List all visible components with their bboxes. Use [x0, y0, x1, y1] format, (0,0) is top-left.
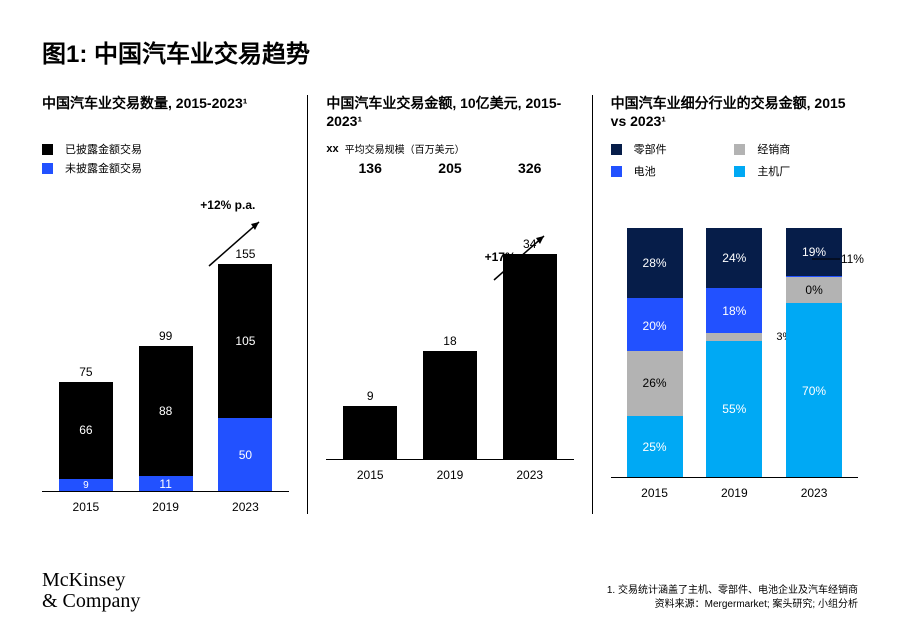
mckinsey-logo: McKinsey & Company — [42, 570, 140, 612]
x-label: 2015 — [628, 486, 682, 500]
panel-deal-value: 中国汽车业交易金额, 10亿美元, 2015-2023¹ xx 平均交易规模（百… — [307, 95, 591, 514]
x-label: 2019 — [139, 500, 193, 514]
xx-marker: xx — [326, 143, 338, 155]
stacked-bar: 28%20%26%25% — [627, 228, 683, 478]
legend-item: 主机厂 — [734, 163, 858, 179]
panel2-chart: 136205326 +17% p.a. 91834 201520192023 — [326, 160, 573, 482]
panel-deal-count: 中国汽车业交易数量, 2015-2023¹ 已披露金额交易未披露金额交易 +12… — [42, 95, 307, 514]
x-label: 2023 — [218, 500, 272, 514]
panel2-title: 中国汽车业交易金额, 10亿美元, 2015-2023¹ — [326, 95, 573, 131]
bar-col: 75966 — [59, 365, 113, 492]
stacked-bar: 24%18%3%55% — [706, 228, 762, 478]
x-label: 2019 — [707, 486, 761, 500]
stacked-bar: 19%0%70% — [786, 228, 842, 478]
x-label: 2023 — [787, 486, 841, 500]
bar-col: 9 — [343, 389, 397, 460]
avg-value: 205 — [423, 160, 477, 176]
avg-value: 326 — [503, 160, 557, 176]
panel1-legend: 已披露金额交易未披露金额交易 — [42, 141, 289, 176]
footnote-1: 1. 交易统计涵盖了主机、零部件、电池企业及汽车经销商 — [607, 584, 858, 598]
source-line: 资料来源：Mergermarket; 案头研究; 小组分析 — [607, 598, 858, 612]
legend-item: 经销商 — [734, 141, 858, 157]
avg-value: 136 — [343, 160, 397, 176]
avg-size-note: xx 平均交易规模（百万美元） — [326, 141, 573, 156]
x-label: 2015 — [59, 500, 113, 514]
panel-segment-share: 中国汽车业细分行业的交易金额, 2015 vs 2023¹ 零部件经销商电池主机… — [592, 95, 858, 514]
page-footer: McKinsey & Company 1. 交易统计涵盖了主机、零部件、电池企业… — [42, 570, 858, 612]
bar-col: 991188 — [139, 329, 193, 492]
bar-col: 18 — [423, 334, 477, 460]
legend-item: 电池 — [611, 163, 735, 179]
figure-title: 图1: 中国汽车业交易趋势 — [42, 34, 858, 69]
avg-size-label: 平均交易规模（百万美元） — [345, 141, 465, 156]
panel1-chart: +12% p.a. 75966 991188 15550105 2015 2019 20… — [42, 184, 289, 514]
legend-item: 已披露金额交易 — [42, 141, 289, 157]
panels-row: 中国汽车业交易数量, 2015-2023¹ 已披露金额交易未披露金额交易 +12… — [42, 95, 858, 514]
growth-arrow-1: +12% p.a. — [200, 198, 255, 212]
panel3-title: 中国汽车业细分行业的交易金额, 2015 vs 2023¹ — [611, 95, 858, 131]
panel1-title: 中国汽车业交易数量, 2015-2023¹ — [42, 95, 289, 131]
avg-values-row: 136 205 326 — [326, 160, 573, 176]
legend-item: 未披露金额交易 — [42, 160, 289, 176]
legend-item: 零部件 — [611, 141, 735, 157]
panel3-legend: 零部件经销商电池主机厂 — [611, 141, 858, 182]
panel3-chart: 28%20%26%25% 24%18%3%55% 19%0%70% 2015 2019… — [611, 190, 858, 500]
x-label: 2015 — [343, 468, 397, 482]
x-label: 2019 — [423, 468, 477, 482]
growth-label-1: +12% p.a. — [200, 198, 255, 212]
footnotes: 1. 交易统计涵盖了主机、零部件、电池企业及汽车经销商 资料来源：Mergerm… — [607, 584, 858, 612]
callout-11pct: 11% — [841, 252, 864, 266]
bar-col: 15550105 — [218, 247, 272, 492]
bar-col: 34 — [503, 237, 557, 460]
x-label: 2023 — [503, 468, 557, 482]
